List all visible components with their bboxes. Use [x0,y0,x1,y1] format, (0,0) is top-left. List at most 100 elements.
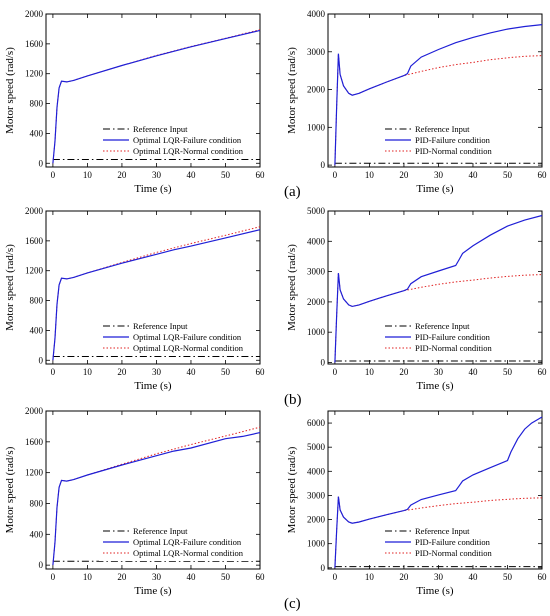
x-tick-label: 10 [83,572,93,582]
y-tick-label: 3000 [307,47,326,57]
x-tick-label: 10 [365,170,375,180]
legend-label: PID-Failure condition [415,332,491,342]
x-axis-label: Time (s) [134,585,172,597]
x-tick-label: 10 [83,367,93,377]
y-tick-label: 1200 [25,69,44,79]
x-tick-label: 30 [152,170,162,180]
y-tick-label: 2000 [25,206,44,216]
legend-label: Reference Input [415,321,470,331]
x-tick-label: 60 [538,367,548,377]
x-tick-label: 40 [468,170,478,180]
legend-label: PID-Normal condition [415,548,492,558]
y-tick-label: 1200 [25,266,44,276]
row-label-c: (c) [284,596,301,612]
x-tick-label: 40 [186,572,196,582]
x-tick-label: 60 [256,367,266,377]
x-tick-label: 10 [365,367,375,377]
legend-label: Reference Input [415,124,470,134]
y-tick-label: 4000 [307,236,326,246]
chart-0: 0 10 20 30 40 50 60 0 400 800 1200 1600 2000 Time (s)… [4,9,265,195]
plot-frame [327,13,543,168]
y-tick-label: 1000 [307,122,326,132]
y-tick-label: 0 [321,563,326,573]
y-tick-label: 6000 [307,418,326,428]
x-tick-label: 50 [221,572,231,582]
y-tick-label: 0 [39,560,44,570]
x-tick-label: 20 [399,170,409,180]
x-tick-label: 30 [434,572,444,582]
chart-1: 0 10 20 30 40 50 60 0 1000 2000 3000 4000 Time (s) Mo… [286,9,547,195]
legend-label: Optimal LQR-Normal condition [133,548,244,558]
row-label-a: (a) [284,184,301,200]
y-tick-label: 0 [321,357,326,367]
x-tick-label: 0 [51,170,56,180]
x-tick-label: 50 [221,170,231,180]
y-tick-label: 400 [30,325,44,335]
y-tick-label: 400 [30,128,44,138]
x-tick-label: 10 [365,572,375,582]
y-tick-label: 0 [39,355,44,365]
y-axis-label: Motor speed (rad/s) [4,244,16,331]
y-tick-label: 3000 [307,267,326,277]
y-tick-label: 2000 [25,9,44,19]
legend-label: Optimal LQR-Failure condition [133,537,242,547]
y-tick-label: 400 [30,529,44,539]
x-tick-label: 50 [503,572,513,582]
legend-label: Optimal LQR-Failure condition [133,332,242,342]
x-tick-label: 10 [83,170,93,180]
x-tick-label: 50 [503,170,513,180]
x-tick-label: 20 [117,367,127,377]
x-tick-label: 0 [51,572,56,582]
series-line-1 [52,29,261,164]
y-tick-label: 0 [321,160,326,170]
plot-frame [327,410,543,570]
legend-box [381,525,536,561]
x-tick-label: 30 [434,367,444,377]
legend-label: Reference Input [415,526,470,536]
y-tick-label: 800 [30,296,44,306]
plot-frame [45,410,261,570]
chart-3: 0 10 20 30 40 50 60 0 1000 2000 3000 4000 5000 Time (… [286,206,547,392]
row-label-b: (b) [284,392,302,408]
y-tick-label: 2000 [25,406,44,416]
x-tick-label: 20 [399,572,409,582]
y-tick-label: 1600 [25,236,44,246]
legend-box [381,320,536,356]
plot-frame [327,210,543,365]
y-axis-label: Motor speed (rad/s) [4,446,16,533]
x-tick-label: 20 [117,572,127,582]
x-tick-label: 60 [256,572,266,582]
legend-label: PID-Failure condition [415,135,491,145]
y-tick-label: 0 [39,158,44,168]
x-tick-label: 40 [468,572,478,582]
legend-label: Reference Input [133,321,188,331]
x-tick-label: 0 [333,367,338,377]
x-tick-label: 50 [503,367,513,377]
series-line-1 [334,416,543,568]
x-axis-label: Time (s) [416,183,454,195]
y-axis-label: Motor speed (rad/s) [286,47,298,134]
chart-5: 0 10 20 30 40 50 60 0 1000 2000 3000 4000 5000 6000 Ti… [286,410,547,597]
x-tick-label: 40 [468,367,478,377]
legend-label: Optimal LQR-Normal condition [133,343,244,353]
x-tick-label: 40 [186,367,196,377]
series-line-1 [334,214,543,363]
x-axis-label: Time (s) [416,585,454,597]
y-tick-label: 1600 [25,437,44,447]
series-line-1 [52,229,261,361]
y-tick-label: 3000 [307,490,326,500]
legend-box [99,525,254,561]
x-axis-label: Time (s) [134,380,172,392]
legend-label: Reference Input [133,526,188,536]
legend-label: PID-Failure condition [415,537,491,547]
x-tick-label: 50 [221,367,231,377]
series-line-1 [52,432,261,566]
x-tick-label: 30 [152,367,162,377]
x-tick-label: 40 [186,170,196,180]
x-tick-label: 0 [333,170,338,180]
legend-label: Optimal LQR-Normal condition [133,146,244,156]
chart-4: 0 10 20 30 40 50 60 0 400 800 1200 1600 2000 Time (s)… [4,406,265,597]
x-tick-label: 20 [117,170,127,180]
legend-label: PID-Normal condition [415,343,492,353]
